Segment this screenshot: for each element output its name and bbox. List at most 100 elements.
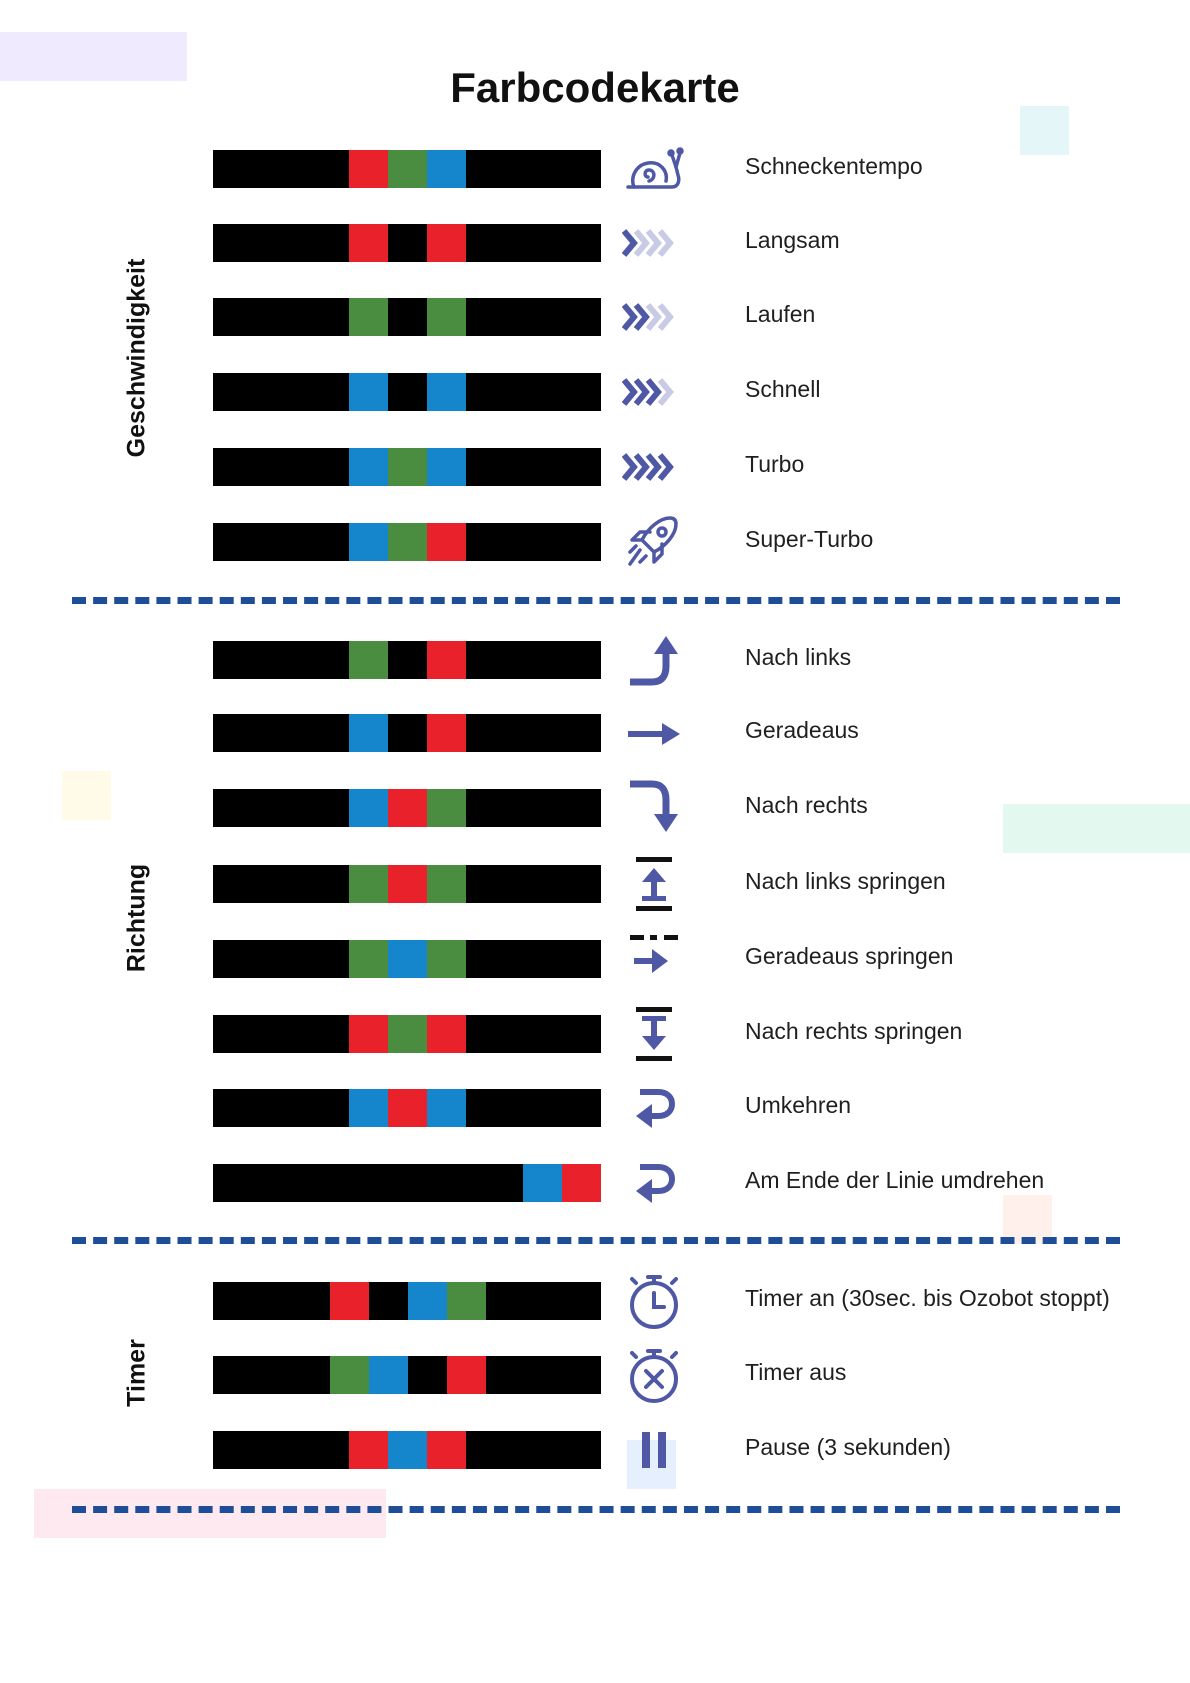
color-code-segment (388, 150, 427, 188)
straight-arrow-icon (622, 701, 686, 765)
color-code-segment (427, 150, 466, 188)
code-row-nach-links: Nach links (0, 636, 1190, 686)
color-code-segment (349, 1431, 388, 1469)
color-code-segment (349, 641, 388, 679)
section-divider (72, 597, 1120, 604)
color-code-strip (213, 1015, 601, 1053)
code-row-turbo: Turbo (0, 448, 1190, 486)
color-code-segment (349, 1089, 388, 1127)
chevrons-1-of-4-icon (622, 211, 686, 275)
row-label: Timer an (30sec. bis Ozobot stoppt) (745, 1285, 1110, 1311)
row-label: Schnell (745, 376, 821, 402)
code-row-timer-aus: Timer aus (0, 1349, 1190, 1403)
color-code-strip (213, 523, 601, 561)
color-code-strip (213, 373, 601, 411)
color-code-strip (213, 1089, 601, 1127)
color-code-segment (388, 1089, 427, 1127)
color-code-strip (213, 1282, 601, 1320)
code-row-nach-links-springen: Nach links springen (0, 857, 1190, 911)
color-code-segment (447, 1356, 486, 1394)
row-label: Am Ende der Linie umdrehen (745, 1167, 1045, 1193)
decor-lavender-block (0, 32, 187, 81)
pause-icon (622, 1418, 686, 1482)
color-code-segment (427, 448, 466, 486)
color-code-segment (349, 940, 388, 978)
decor-yellow-block (62, 771, 111, 820)
color-code-strip (213, 1164, 601, 1202)
row-label: Laufen (745, 301, 816, 327)
chevrons-2-of-4-icon (622, 285, 686, 349)
jump-straight-icon (622, 927, 686, 991)
row-label: Geradeaus springen (745, 943, 954, 969)
color-code-segment (349, 789, 388, 827)
stopwatch-off-icon (622, 1343, 686, 1407)
decor-mint-block (1003, 804, 1190, 853)
color-code-segment (349, 523, 388, 561)
row-label: Geradeaus (745, 717, 859, 743)
jump-left-icon (622, 852, 686, 916)
rocket-icon (622, 510, 686, 574)
color-code-segment (427, 789, 466, 827)
row-label: Pause (3 sekunden) (745, 1434, 951, 1460)
color-code-segment (349, 1015, 388, 1053)
color-code-segment (427, 714, 466, 752)
color-code-segment (427, 1015, 466, 1053)
section-divider (72, 1506, 1120, 1513)
color-code-segment (349, 298, 388, 336)
color-code-segment (369, 1356, 408, 1394)
color-code-segment (349, 448, 388, 486)
code-row-schnell: Schnell (0, 373, 1190, 411)
color-code-strip (213, 865, 601, 903)
color-code-segment (427, 1089, 466, 1127)
row-label: Nach rechts springen (745, 1018, 963, 1044)
color-code-segment (427, 298, 466, 336)
row-label: Nach links (745, 644, 852, 670)
code-row-nach-rechts-springen: Nach rechts springen (0, 1007, 1190, 1061)
decor-cyan-block (1020, 106, 1069, 155)
chevrons-4-of-4-icon (622, 435, 686, 499)
color-code-strip (213, 940, 601, 978)
color-code-segment (562, 1164, 601, 1202)
color-code-segment (388, 789, 427, 827)
section-divider (72, 1237, 1120, 1244)
color-code-segment (447, 1282, 486, 1320)
color-code-segment (330, 1356, 369, 1394)
color-code-segment (427, 641, 466, 679)
color-code-strip (213, 448, 601, 486)
color-code-strip (213, 714, 601, 752)
row-label: Langsam (745, 227, 840, 253)
color-code-strip (213, 1431, 601, 1469)
color-code-strip (213, 641, 601, 679)
row-label: Super-Turbo (745, 526, 874, 552)
color-code-strip (213, 1356, 601, 1394)
turn-right-arrow-icon (622, 776, 686, 840)
section-label-speed: Geschwindigkeit (122, 258, 151, 458)
row-label: Nach rechts (745, 792, 868, 818)
color-code-strip (213, 150, 601, 188)
color-code-segment (427, 224, 466, 262)
color-code-segment (427, 373, 466, 411)
color-code-segment (427, 940, 466, 978)
code-row-nach-rechts: Nach rechts (0, 780, 1190, 832)
decor-pink-block (34, 1489, 386, 1538)
code-row-langsam: Langsam (0, 224, 1190, 262)
color-code-segment (388, 1431, 427, 1469)
row-label: Nach links springen (745, 868, 946, 894)
row-label: Timer aus (745, 1359, 847, 1385)
row-label: Schneckentempo (745, 153, 923, 179)
color-code-segment (349, 224, 388, 262)
color-code-segment (408, 1282, 447, 1320)
decor-blue-block (627, 1440, 676, 1489)
color-code-segment (523, 1164, 562, 1202)
decor-peach-block (1003, 1195, 1052, 1244)
code-row-super-turbo: Super-Turbo (0, 516, 1190, 566)
chevrons-3-of-4-icon (622, 360, 686, 424)
color-code-segment (427, 523, 466, 561)
u-turn-end-of-line-icon (622, 1151, 686, 1215)
turn-left-arrow-icon (622, 628, 686, 692)
code-row-geradeaus-springen: Geradeaus springen (0, 935, 1190, 978)
color-code-segment (388, 1015, 427, 1053)
color-code-strip (213, 224, 601, 262)
color-code-strip (213, 789, 601, 827)
color-code-segment (388, 523, 427, 561)
